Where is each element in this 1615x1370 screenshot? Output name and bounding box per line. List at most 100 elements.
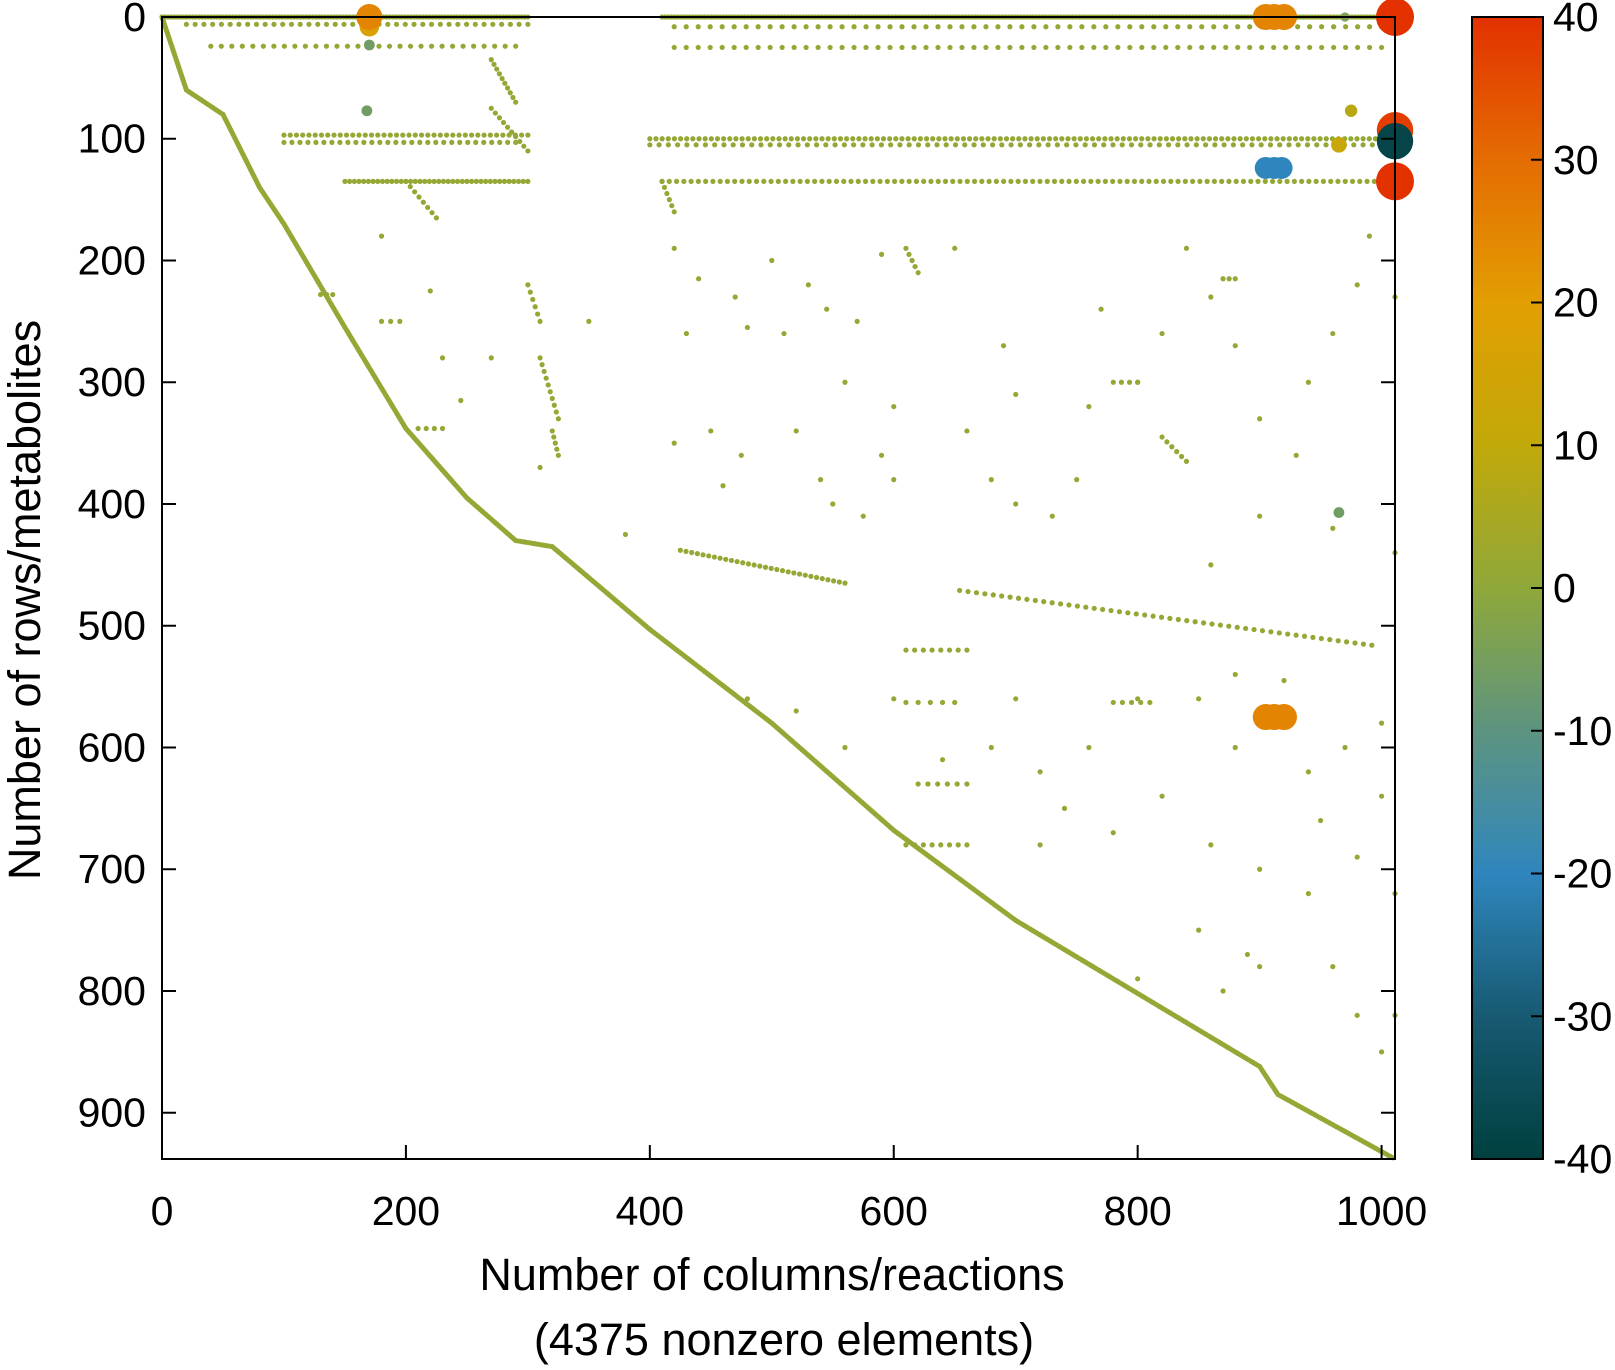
nonzero-dot [1049, 513, 1055, 519]
nonzero-dot [1040, 136, 1046, 142]
nonzero-dot [815, 44, 821, 51]
nonzero-dot [1059, 136, 1065, 142]
nonzero-dot [1053, 136, 1059, 142]
nonzero-dot [1175, 178, 1181, 184]
nonzero-dot [757, 136, 764, 142]
nonzero-dot [851, 142, 857, 148]
nonzero-dot [1311, 136, 1317, 142]
nonzero-dot [1128, 699, 1135, 706]
nonzero-dot [440, 178, 447, 184]
nonzero-dot [1164, 439, 1170, 445]
nonzero-dot [552, 440, 558, 446]
nonzero-dot [1174, 449, 1180, 455]
y-tick-label: 100 [78, 116, 146, 162]
nonzero-dot [731, 44, 737, 51]
nonzero-dot [1167, 615, 1173, 621]
nonzero-dot [1240, 178, 1247, 184]
nonzero-dot [425, 204, 431, 211]
nonzero-dot [416, 194, 422, 200]
nonzero-dot [436, 178, 442, 184]
nonzero-dot [665, 136, 671, 142]
nonzero-dot [1307, 44, 1313, 51]
nonzero-dot [786, 142, 792, 148]
nonzero-dot [1366, 233, 1372, 239]
nonzero-dot [1031, 44, 1037, 51]
nonzero-dot [930, 136, 936, 142]
large-nonzero-marker [1331, 137, 1347, 153]
nonzero-dot [794, 136, 801, 142]
nonzero-dot [218, 21, 225, 27]
nonzero-dot [971, 24, 977, 30]
nonzero-dot [406, 132, 412, 138]
nonzero-dot [1126, 136, 1133, 142]
nonzero-dot [1001, 178, 1007, 184]
nonzero-dot [683, 44, 689, 51]
nonzero-dot [921, 178, 927, 184]
nonzero-dot [398, 178, 404, 184]
nonzero-dot [997, 136, 1003, 142]
nonzero-dot [1138, 142, 1144, 148]
nonzero-dot [1237, 136, 1243, 142]
nonzero-dot [1328, 178, 1334, 184]
nonzero-dot [708, 136, 714, 142]
nonzero-dot [1187, 44, 1193, 51]
nonzero-dot [782, 136, 788, 142]
nonzero-dot [281, 43, 287, 49]
nonzero-dot [767, 142, 773, 148]
nonzero-dot [779, 568, 786, 574]
nonzero-dot [1234, 624, 1240, 630]
nonzero-dot [516, 21, 522, 27]
nonzero-dot [1343, 44, 1349, 51]
nonzero-dot [935, 178, 941, 184]
nonzero-dot [262, 21, 268, 27]
nonzero-dot [227, 21, 233, 27]
nonzero-dot [459, 178, 465, 184]
nonzero-dot [1354, 1012, 1360, 1018]
nonzero-dot [839, 24, 845, 30]
nonzero-dot [356, 132, 362, 138]
nonzero-dot [917, 136, 923, 142]
nonzero-dot [1013, 501, 1019, 507]
nonzero-dot [979, 136, 985, 142]
nonzero-dot [1225, 136, 1231, 142]
nonzero-dot [947, 44, 953, 51]
nonzero-dot [1182, 136, 1188, 142]
nonzero-dot [903, 842, 909, 848]
nonzero-dot [1378, 793, 1385, 799]
nonzero-dot [377, 139, 383, 146]
nonzero-dot [1342, 178, 1348, 184]
nonzero-dot [1267, 142, 1274, 148]
nonzero-dot [1211, 24, 1217, 30]
nonzero-dot [1175, 24, 1181, 30]
nonzero-dot [1015, 595, 1022, 601]
nonzero-dot [923, 44, 929, 51]
nonzero-dot [439, 425, 446, 432]
nonzero-dot [1313, 178, 1319, 184]
nonzero-dot [1378, 44, 1385, 51]
nonzero-dot [306, 132, 312, 138]
nonzero-dot [288, 21, 295, 27]
nonzero-dot [899, 44, 905, 51]
nonzero-dot [647, 136, 653, 142]
nonzero-dot [1138, 699, 1144, 706]
nonzero-dot [1301, 633, 1308, 639]
nonzero-dot [1086, 403, 1092, 410]
nonzero-dot [677, 547, 683, 553]
nonzero-dot [411, 21, 417, 27]
nonzero-dot [401, 139, 407, 146]
nonzero-dot [1139, 178, 1145, 184]
large-nonzero-marker [361, 105, 373, 117]
nonzero-dot [745, 136, 751, 142]
nonzero-dot [903, 647, 909, 653]
nonzero-dot [1369, 142, 1375, 148]
nonzero-dot [1223, 44, 1229, 51]
nonzero-dot [1317, 136, 1323, 142]
nonzero-dot [439, 43, 445, 49]
nonzero-dot [999, 593, 1005, 599]
nonzero-dot [1043, 44, 1049, 51]
nonzero-dot [831, 578, 837, 584]
nonzero-dot [923, 136, 930, 142]
nonzero-dot [511, 178, 517, 184]
nonzero-dot [297, 139, 303, 146]
